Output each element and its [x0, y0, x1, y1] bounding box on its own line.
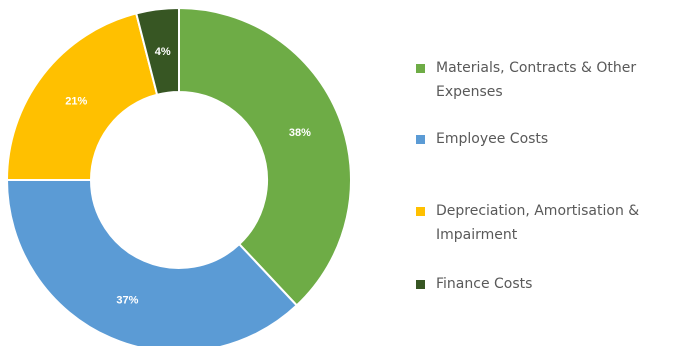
- legend: Materials, Contracts & Other Expenses Empl…: [416, 60, 639, 292]
- legend-label: Impairment: [436, 227, 518, 243]
- legend-label: Finance Costs: [436, 276, 532, 292]
- slice-depreciation-amortisation-impairment: [5, 12, 159, 181]
- legend-item-materials-contracts-other-expenses: Materials, Contracts & Other Expenses: [416, 60, 636, 100]
- legend-swatch: [416, 280, 425, 289]
- legend-label: Expenses: [436, 84, 503, 100]
- slice-value-label-finance-costs: 4%: [155, 46, 171, 58]
- legend-swatch: [416, 207, 425, 216]
- slice-materials-contracts-other-expenses: [178, 6, 352, 307]
- legend-item-depreciation-amortisation-impairment: Depreciation, Amortisation & Impairment: [416, 203, 639, 243]
- legend-swatch: [416, 64, 425, 73]
- slice-employee-costs: [5, 179, 299, 346]
- donut-slices: [5, 6, 352, 346]
- slice-value-label-employee-costs: 37%: [116, 294, 138, 306]
- legend-label: Depreciation, Amortisation &: [436, 203, 639, 219]
- legend-item-finance-costs: Finance Costs: [416, 276, 532, 292]
- slice-value-label-depreciation-amortisation-impairment: 21%: [65, 95, 87, 107]
- slice-finance-costs: [135, 6, 180, 96]
- legend-swatch: [416, 135, 425, 144]
- legend-item-employee-costs: Employee Costs: [416, 131, 548, 147]
- slice-labels: 38% 37% 21% 4%: [65, 46, 311, 306]
- slice-value-label-materials-contracts-other-expenses: 38%: [289, 127, 311, 139]
- legend-label: Materials, Contracts & Other: [436, 60, 636, 76]
- legend-label: Employee Costs: [436, 131, 548, 147]
